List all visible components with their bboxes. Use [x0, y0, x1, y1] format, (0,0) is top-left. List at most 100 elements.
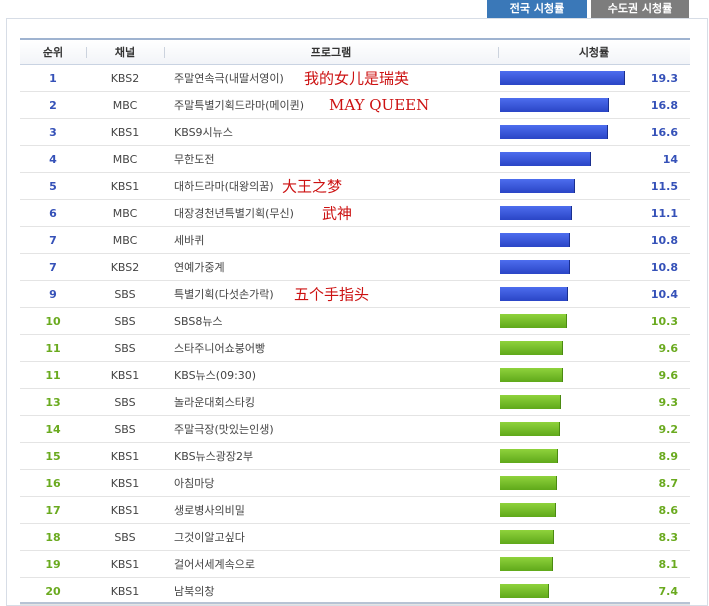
channel-cell: KBS2: [86, 64, 164, 92]
rating-bar-cell: [498, 442, 630, 470]
rating-value: 10.8: [630, 253, 690, 281]
rating-value: 8.3: [630, 523, 690, 551]
table-row[interactable]: 19 KBS1 걸어서세계속으로 8.1: [20, 550, 690, 578]
rating-bar: [500, 557, 553, 571]
rating-bar: [500, 152, 591, 166]
program-cell: 그것이알고싶다: [164, 523, 498, 551]
program-name[interactable]: 세바퀴: [174, 234, 205, 247]
rating-value: 10.8: [630, 226, 690, 254]
program-name[interactable]: 그것이알고싶다: [174, 531, 245, 544]
rank-cell: 19: [20, 550, 86, 578]
table-row[interactable]: 17 KBS1 생로병사의비밀 8.6: [20, 496, 690, 524]
table-row[interactable]: 7 KBS2 연예가중계 10.8: [20, 253, 690, 281]
program-cell: 아침마당: [164, 469, 498, 497]
translation-annotation: MAY QUEEN: [329, 96, 430, 114]
rating-bar: [500, 503, 556, 517]
table-row[interactable]: 11 KBS1 KBS뉴스(09:30) 9.6: [20, 361, 690, 389]
table-row[interactable]: 3 KBS1 KBS9시뉴스 16.6: [20, 118, 690, 146]
channel-cell: KBS1: [86, 550, 164, 578]
program-cell: 남북의창: [164, 577, 498, 605]
program-name[interactable]: 대하드라마(대왕의꿈): [174, 180, 274, 193]
rating-value: 8.9: [630, 442, 690, 470]
tab-national-rating[interactable]: 전국 시청률: [487, 0, 587, 24]
table-row[interactable]: 11 SBS 스타주니어쇼붕어빵 9.6: [20, 334, 690, 362]
channel-cell: SBS: [86, 334, 164, 362]
table-row[interactable]: 6 MBC 대장경천년특별기획(무신) 武神 11.1: [20, 199, 690, 227]
rating-value: 9.3: [630, 388, 690, 416]
program-name[interactable]: KBS뉴스광장2부: [174, 450, 254, 463]
table-row[interactable]: 15 KBS1 KBS뉴스광장2부 8.9: [20, 442, 690, 470]
rating-bar: [500, 206, 572, 220]
program-name[interactable]: 연예가중계: [174, 261, 225, 274]
table-bottom-border: [20, 602, 690, 604]
program-name[interactable]: 아침마당: [174, 477, 215, 490]
rating-bar-cell: [498, 253, 630, 281]
rating-bar-cell: [498, 280, 630, 308]
table-row[interactable]: 20 KBS1 남북의창 7.4: [20, 577, 690, 605]
channel-cell: SBS: [86, 523, 164, 551]
channel-cell: KBS1: [86, 361, 164, 389]
table-row[interactable]: 7 MBC 세바퀴 10.8: [20, 226, 690, 254]
program-name[interactable]: 걸어서세계속으로: [174, 558, 255, 571]
header-program: 프로그램: [164, 38, 498, 65]
program-cell: 주말연속극(내딸서영이) 我的女儿是瑞英: [164, 64, 498, 92]
program-name[interactable]: SBS8뉴스: [174, 315, 223, 328]
program-name[interactable]: KBS9시뉴스: [174, 126, 233, 139]
rank-cell: 14: [20, 415, 86, 443]
table-row[interactable]: 9 SBS 특별기획(다섯손가락) 五个手指头 10.4: [20, 280, 690, 308]
program-name[interactable]: 대장경천년특별기획(무신): [174, 207, 294, 220]
program-cell: SBS8뉴스: [164, 307, 498, 335]
table-row[interactable]: 13 SBS 놀라운대회스타킹 9.3: [20, 388, 690, 416]
table-row[interactable]: 1 KBS2 주말연속극(내딸서영이) 我的女儿是瑞英 19.3: [20, 64, 690, 92]
header-rating: 시청률: [498, 38, 690, 65]
rating-value: 9.2: [630, 415, 690, 443]
program-name[interactable]: KBS뉴스(09:30): [174, 369, 257, 382]
program-name[interactable]: 생로병사의비밀: [174, 504, 245, 517]
rating-value: 8.7: [630, 469, 690, 497]
program-name[interactable]: 주말극장(맛있는인생): [174, 423, 274, 436]
program-name[interactable]: 특별기획(다섯손가락): [174, 288, 274, 301]
channel-cell: MBC: [86, 145, 164, 173]
rank-cell: 10: [20, 307, 86, 335]
table-row[interactable]: 10 SBS SBS8뉴스 10.3: [20, 307, 690, 335]
table-row[interactable]: 2 MBC 주말특별기획드라마(메이퀸) MAY QUEEN 16.8: [20, 91, 690, 119]
table-row[interactable]: 18 SBS 그것이알고싶다 8.3: [20, 523, 690, 551]
table-header-row: 순위 채널 프로그램 시청률: [20, 38, 690, 65]
rating-value: 9.6: [630, 334, 690, 362]
rank-cell: 3: [20, 118, 86, 146]
translation-annotation: 五个手指头: [294, 285, 370, 304]
program-name[interactable]: 놀라운대회스타킹: [174, 396, 255, 409]
rank-cell: 13: [20, 388, 86, 416]
program-name[interactable]: 주말연속극(내딸서영이): [174, 72, 284, 85]
table-row[interactable]: 16 KBS1 아침마당 8.7: [20, 469, 690, 497]
rating-value: 10.4: [630, 280, 690, 308]
rating-value: 19.3: [630, 64, 690, 92]
rank-cell: 18: [20, 523, 86, 551]
rating-bar-cell: [498, 199, 630, 227]
table-row[interactable]: 4 MBC 무한도전 14: [20, 145, 690, 173]
program-name[interactable]: 무한도전: [174, 153, 215, 166]
rating-value: 16.6: [630, 118, 690, 146]
table-row[interactable]: 5 KBS1 대하드라마(대왕의꿈) 大王之梦 11.5: [20, 172, 690, 200]
tab-capital-area-rating[interactable]: 수도권 시청률: [591, 0, 689, 18]
channel-cell: KBS1: [86, 577, 164, 605]
channel-cell: KBS2: [86, 253, 164, 281]
program-cell: 무한도전: [164, 145, 498, 173]
rating-bar-cell: [498, 577, 630, 605]
rank-cell: 2: [20, 91, 86, 119]
rating-value: 7.4: [630, 577, 690, 605]
table-row[interactable]: 14 SBS 주말극장(맛있는인생) 9.2: [20, 415, 690, 443]
program-cell: 대하드라마(대왕의꿈) 大王之梦: [164, 172, 498, 200]
rating-bar: [500, 71, 625, 85]
program-name[interactable]: 남북의창: [174, 585, 215, 598]
rating-bar: [500, 287, 568, 301]
header-channel: 채널: [86, 38, 164, 65]
program-name[interactable]: 주말특별기획드라마(메이퀸): [174, 99, 305, 112]
rating-bar: [500, 368, 563, 382]
rating-bar-cell: [498, 307, 630, 335]
channel-cell: MBC: [86, 91, 164, 119]
rank-cell: 17: [20, 496, 86, 524]
program-name[interactable]: 스타주니어쇼붕어빵: [174, 342, 266, 355]
program-cell: 주말특별기획드라마(메이퀸) MAY QUEEN: [164, 91, 498, 119]
rating-bar-cell: [498, 361, 630, 389]
